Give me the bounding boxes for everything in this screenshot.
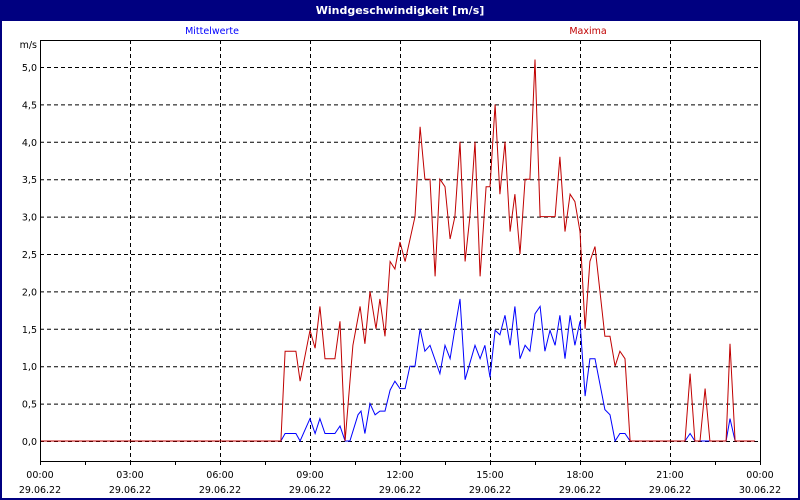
x-tick-time: 03:00 bbox=[116, 470, 143, 481]
labels: 0,0 0,5 1,0 1,5 2,0 2,5 3,0 3,5 4,0 4,5 5,0 m/s 00:0… bbox=[19, 26, 781, 496]
x-tick-date: 29.06.22 bbox=[289, 485, 331, 496]
x-tick-date: 29.06.22 bbox=[19, 485, 61, 496]
y-tick-label: 1,0 bbox=[22, 362, 37, 373]
legend-mittelwerte: Mittelwerte bbox=[185, 26, 239, 37]
y-tick-label: 0,5 bbox=[22, 400, 37, 411]
window-title: Windgeschwindigkeit [m/s] bbox=[2, 2, 798, 21]
x-tick-date: 29.06.22 bbox=[469, 485, 511, 496]
series-layer bbox=[40, 59, 755, 443]
series-line-mittelwerte bbox=[40, 298, 755, 443]
y-tick-label: 2,0 bbox=[22, 287, 37, 298]
x-tick-date: 29.06.22 bbox=[559, 485, 601, 496]
x-tick-time: 21:00 bbox=[656, 470, 683, 481]
y-tick-label: 0,0 bbox=[22, 437, 37, 448]
x-tick-time: 06:00 bbox=[206, 470, 233, 481]
y-axis-unit: m/s bbox=[20, 40, 37, 51]
plot-frame bbox=[40, 40, 761, 462]
x-tick-date: 29.06.22 bbox=[379, 485, 421, 496]
legend-maxima: Maxima bbox=[569, 26, 606, 37]
x-tick-date: 29.06.22 bbox=[649, 485, 691, 496]
series-line-maxima bbox=[40, 59, 755, 442]
y-tick-label: 4,5 bbox=[22, 100, 37, 111]
grid bbox=[40, 40, 760, 461]
y-tick-label: 2,5 bbox=[22, 250, 37, 261]
x-tick-date: 29.06.22 bbox=[199, 485, 241, 496]
x-tick-time: 00:00 bbox=[26, 470, 53, 481]
x-tick-time: 18:00 bbox=[566, 470, 593, 481]
y-tick-label: 1,5 bbox=[22, 325, 37, 336]
x-tick-time: 09:00 bbox=[296, 470, 323, 481]
x-tick-date: 30.06.22 bbox=[739, 485, 781, 496]
y-tick-label: 3,5 bbox=[22, 175, 37, 186]
y-tick-label: 4,0 bbox=[22, 138, 37, 149]
y-tick-label: 3,0 bbox=[22, 213, 37, 224]
x-tick-time: 00:00 bbox=[746, 470, 773, 481]
y-tick-label: 5,0 bbox=[22, 63, 37, 74]
axes bbox=[40, 40, 761, 465]
x-tick-time: 12:00 bbox=[386, 470, 413, 481]
x-tick-time: 15:00 bbox=[476, 470, 503, 481]
x-tick-date: 29.06.22 bbox=[109, 485, 151, 496]
